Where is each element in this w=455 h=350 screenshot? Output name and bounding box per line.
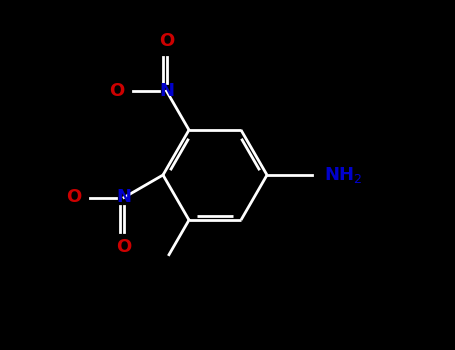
Text: NH$_2$: NH$_2$ <box>324 165 363 185</box>
Text: O: O <box>116 238 131 257</box>
Text: O: O <box>66 189 81 206</box>
Text: N: N <box>159 82 174 100</box>
Text: O: O <box>159 32 174 50</box>
Text: N: N <box>116 189 131 206</box>
Text: O: O <box>109 82 124 100</box>
